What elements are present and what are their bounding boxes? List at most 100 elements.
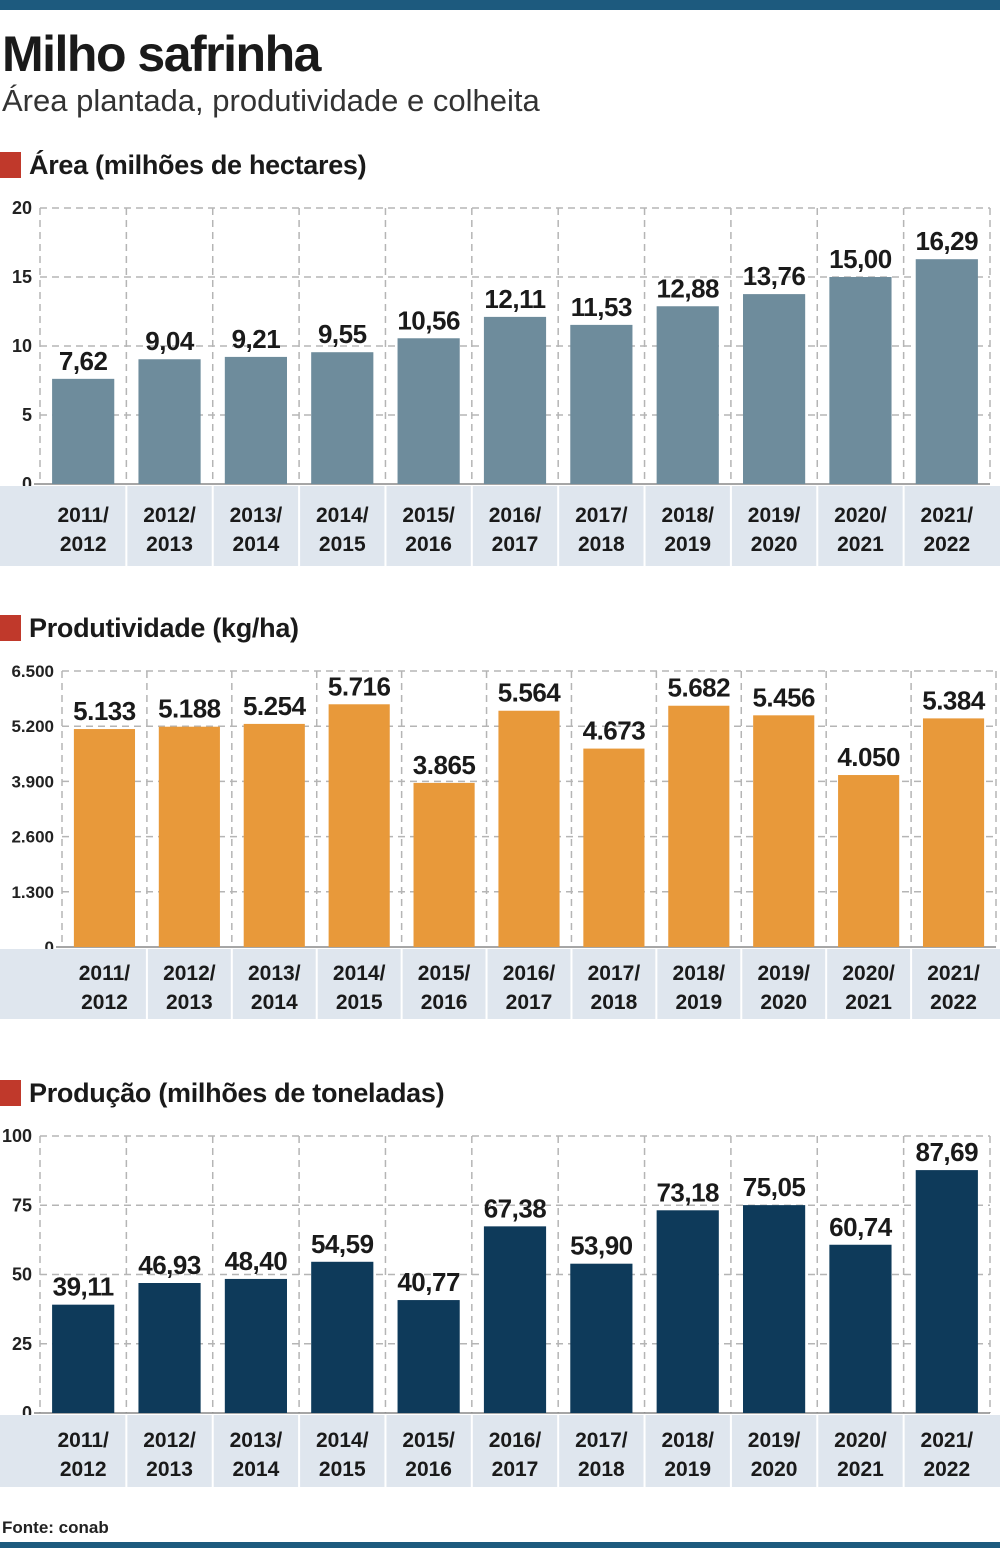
section-marker xyxy=(0,615,21,641)
category-label: 2011/2012 xyxy=(57,504,109,556)
category-label: 2017/2018 xyxy=(575,1429,628,1481)
value-label: 5.716 xyxy=(328,671,391,701)
bar xyxy=(656,1210,719,1413)
bar xyxy=(243,723,305,947)
category-label: 2015/2016 xyxy=(402,504,455,556)
bar xyxy=(52,1304,115,1413)
category-label-line: 2016/ xyxy=(503,962,556,985)
value-label: 73,18 xyxy=(656,1177,719,1207)
category-label: 2021/2022 xyxy=(921,504,974,556)
value-label: 4.673 xyxy=(583,716,646,746)
value-label: 4.050 xyxy=(837,742,900,772)
category-label: 2014/2015 xyxy=(316,504,369,556)
category-label-line: 2013 xyxy=(166,991,213,1014)
category-label-line: 2014/ xyxy=(316,504,369,527)
category-label-line: 2011/ xyxy=(79,962,131,985)
bar xyxy=(397,1300,460,1413)
section-title-producao: Produção (milhões de toneladas) xyxy=(29,1077,445,1108)
bar xyxy=(224,356,287,484)
category-label: 2016/2017 xyxy=(489,504,542,556)
category-label: 2020/2021 xyxy=(834,504,887,556)
category-label-line: 2020 xyxy=(751,1458,798,1481)
producao-chart: 0 25 50 75 100 39,11 2011/2012 46,93 2012/2013 48… xyxy=(0,1122,1000,1494)
page-subtitle: Área plantada, produtividade e colheita xyxy=(2,83,540,118)
category-band xyxy=(0,949,1000,1019)
bar xyxy=(328,704,390,947)
value-label: 5.682 xyxy=(668,673,731,703)
category-label-line: 2016 xyxy=(421,991,468,1014)
category-label-line: 2015/ xyxy=(402,1429,455,1452)
category-label: 2019/2020 xyxy=(748,1429,801,1481)
category-label: 2016/2017 xyxy=(489,1429,542,1481)
bar xyxy=(397,338,460,484)
category-label: 2018/2019 xyxy=(661,1429,714,1481)
category-label-line: 2018/ xyxy=(661,504,714,527)
category-label: 2013/2014 xyxy=(230,504,283,556)
category-label-line: 2021/ xyxy=(921,1429,974,1452)
category-label: 2017/2018 xyxy=(588,962,641,1014)
category-label-line: 2020/ xyxy=(834,1429,887,1452)
category-label-line: 2022 xyxy=(923,533,970,556)
bar xyxy=(829,277,892,484)
category-label: 2013/2014 xyxy=(230,1429,283,1481)
category-label-line: 2012 xyxy=(60,533,107,556)
bar xyxy=(829,1244,892,1413)
category-label: 2015/2016 xyxy=(418,962,471,1014)
category-label-line: 2021/ xyxy=(927,962,980,985)
category-label-line: 2014 xyxy=(251,991,298,1014)
bar xyxy=(583,748,645,947)
value-label: 16,29 xyxy=(916,226,979,256)
section-header-produtividade: Produtividade (kg/ha) xyxy=(0,611,299,645)
category-label: 2016/2017 xyxy=(503,962,556,1014)
y-tick-label: 20 xyxy=(12,198,32,218)
category-label: 2013/2014 xyxy=(248,962,301,1014)
category-label-line: 2021/ xyxy=(921,504,974,527)
category-label-line: 2015 xyxy=(319,533,366,556)
category-label-line: 2011/ xyxy=(57,504,109,527)
category-label-line: 2018 xyxy=(578,533,625,556)
bar xyxy=(743,1205,806,1413)
bar xyxy=(743,294,806,484)
bar xyxy=(224,1278,287,1413)
category-label: 2019/2020 xyxy=(757,962,810,1014)
category-label-line: 2012/ xyxy=(143,504,196,527)
category-label-line: 2021 xyxy=(837,1458,884,1481)
y-tick-label: 0 xyxy=(22,1403,32,1423)
y-tick-label: 3.900 xyxy=(11,772,54,791)
category-label-line: 2013 xyxy=(146,1458,193,1481)
produtividade-chart: 0 1.300 2.600 3.900 5.200 6.500 5.133 2011/2012… xyxy=(0,656,1000,1028)
bar xyxy=(73,729,136,947)
category-label-line: 2017/ xyxy=(588,962,641,985)
value-label: 5.188 xyxy=(158,694,221,724)
category-label-line: 2015/ xyxy=(402,504,455,527)
value-label: 39,11 xyxy=(53,1272,114,1302)
bar xyxy=(915,259,978,484)
category-label: 2014/2015 xyxy=(333,962,386,1014)
y-tick-label: 100 xyxy=(2,1126,32,1146)
chart-svg: 0 1.300 2.600 3.900 5.200 6.500 5.133 2011/2012… xyxy=(0,662,1000,1019)
category-label: 2018/2019 xyxy=(661,504,714,556)
category-label: 2019/2020 xyxy=(748,504,801,556)
value-label: 10,56 xyxy=(397,305,460,335)
category-label-line: 2020/ xyxy=(834,504,887,527)
section-title-produtividade: Produtividade (kg/ha) xyxy=(29,612,299,643)
category-label-line: 2012/ xyxy=(143,1429,196,1452)
category-label-line: 2014 xyxy=(233,533,280,556)
source-note: Fonte: conab xyxy=(2,1518,109,1537)
category-label: 2011/2012 xyxy=(57,1429,109,1481)
value-label: 60,74 xyxy=(829,1212,893,1242)
y-tick-label: 5.200 xyxy=(11,717,54,736)
category-label-line: 2019/ xyxy=(757,962,810,985)
value-label: 48,40 xyxy=(225,1246,288,1276)
section-header-producao: Produção (milhões de toneladas) xyxy=(0,1076,445,1110)
category-label-line: 2016 xyxy=(405,1458,452,1481)
category-label: 2015/2016 xyxy=(402,1429,455,1481)
bar xyxy=(311,1261,374,1413)
category-label-line: 2014/ xyxy=(316,1429,369,1452)
category-label: 2012/2013 xyxy=(163,962,216,1014)
value-label: 12,88 xyxy=(656,273,719,303)
category-label-line: 2019/ xyxy=(748,504,801,527)
value-label: 15,00 xyxy=(829,244,892,274)
value-label: 46,93 xyxy=(138,1250,201,1280)
category-band xyxy=(0,1415,1000,1487)
